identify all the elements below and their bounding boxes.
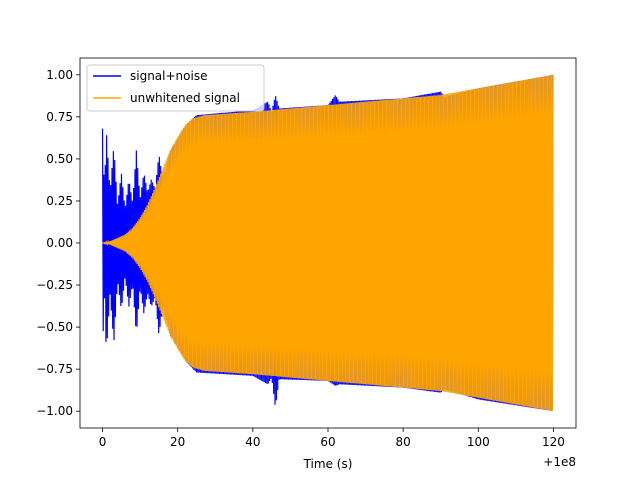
y-tick-label: 1.00 (46, 68, 73, 82)
x-tick-label: 100 (467, 435, 490, 449)
y-tick-label: 0.50 (46, 152, 73, 166)
x-axis-offset-label: +1e8 (543, 455, 576, 469)
x-axis-label: Time (s) (303, 457, 353, 471)
y-tick-label: −0.75 (36, 362, 73, 376)
y-axis: −1.00 −0.75 −0.50 −0.25 0.00 0.25 0.50 0.75 1.00 (36, 68, 80, 418)
legend-label-unwhitened-signal: unwhitened signal (130, 91, 240, 105)
x-tick-label: 120 (542, 435, 565, 449)
y-tick-label: −1.00 (36, 404, 73, 418)
y-tick-label: 0.00 (46, 236, 73, 250)
legend: signal+noise unwhitened signal (86, 64, 265, 112)
x-tick-label: 0 (99, 435, 107, 449)
x-tick-label: 40 (245, 435, 260, 449)
x-tick-label: 60 (320, 435, 335, 449)
y-tick-label: 0.75 (46, 110, 73, 124)
y-tick-label: −0.25 (36, 278, 73, 292)
series-line-1 (102, 74, 554, 411)
legend-label-signal-noise: signal+noise (130, 69, 207, 83)
y-tick-label: −0.50 (36, 320, 73, 334)
y-tick-label: 0.25 (46, 194, 73, 208)
x-axis: 0 20 40 60 80 100 120 (99, 428, 565, 449)
x-tick-label: 20 (170, 435, 185, 449)
legend-frame (86, 64, 265, 112)
series-layer (101, 74, 554, 412)
x-tick-label: 80 (396, 435, 411, 449)
